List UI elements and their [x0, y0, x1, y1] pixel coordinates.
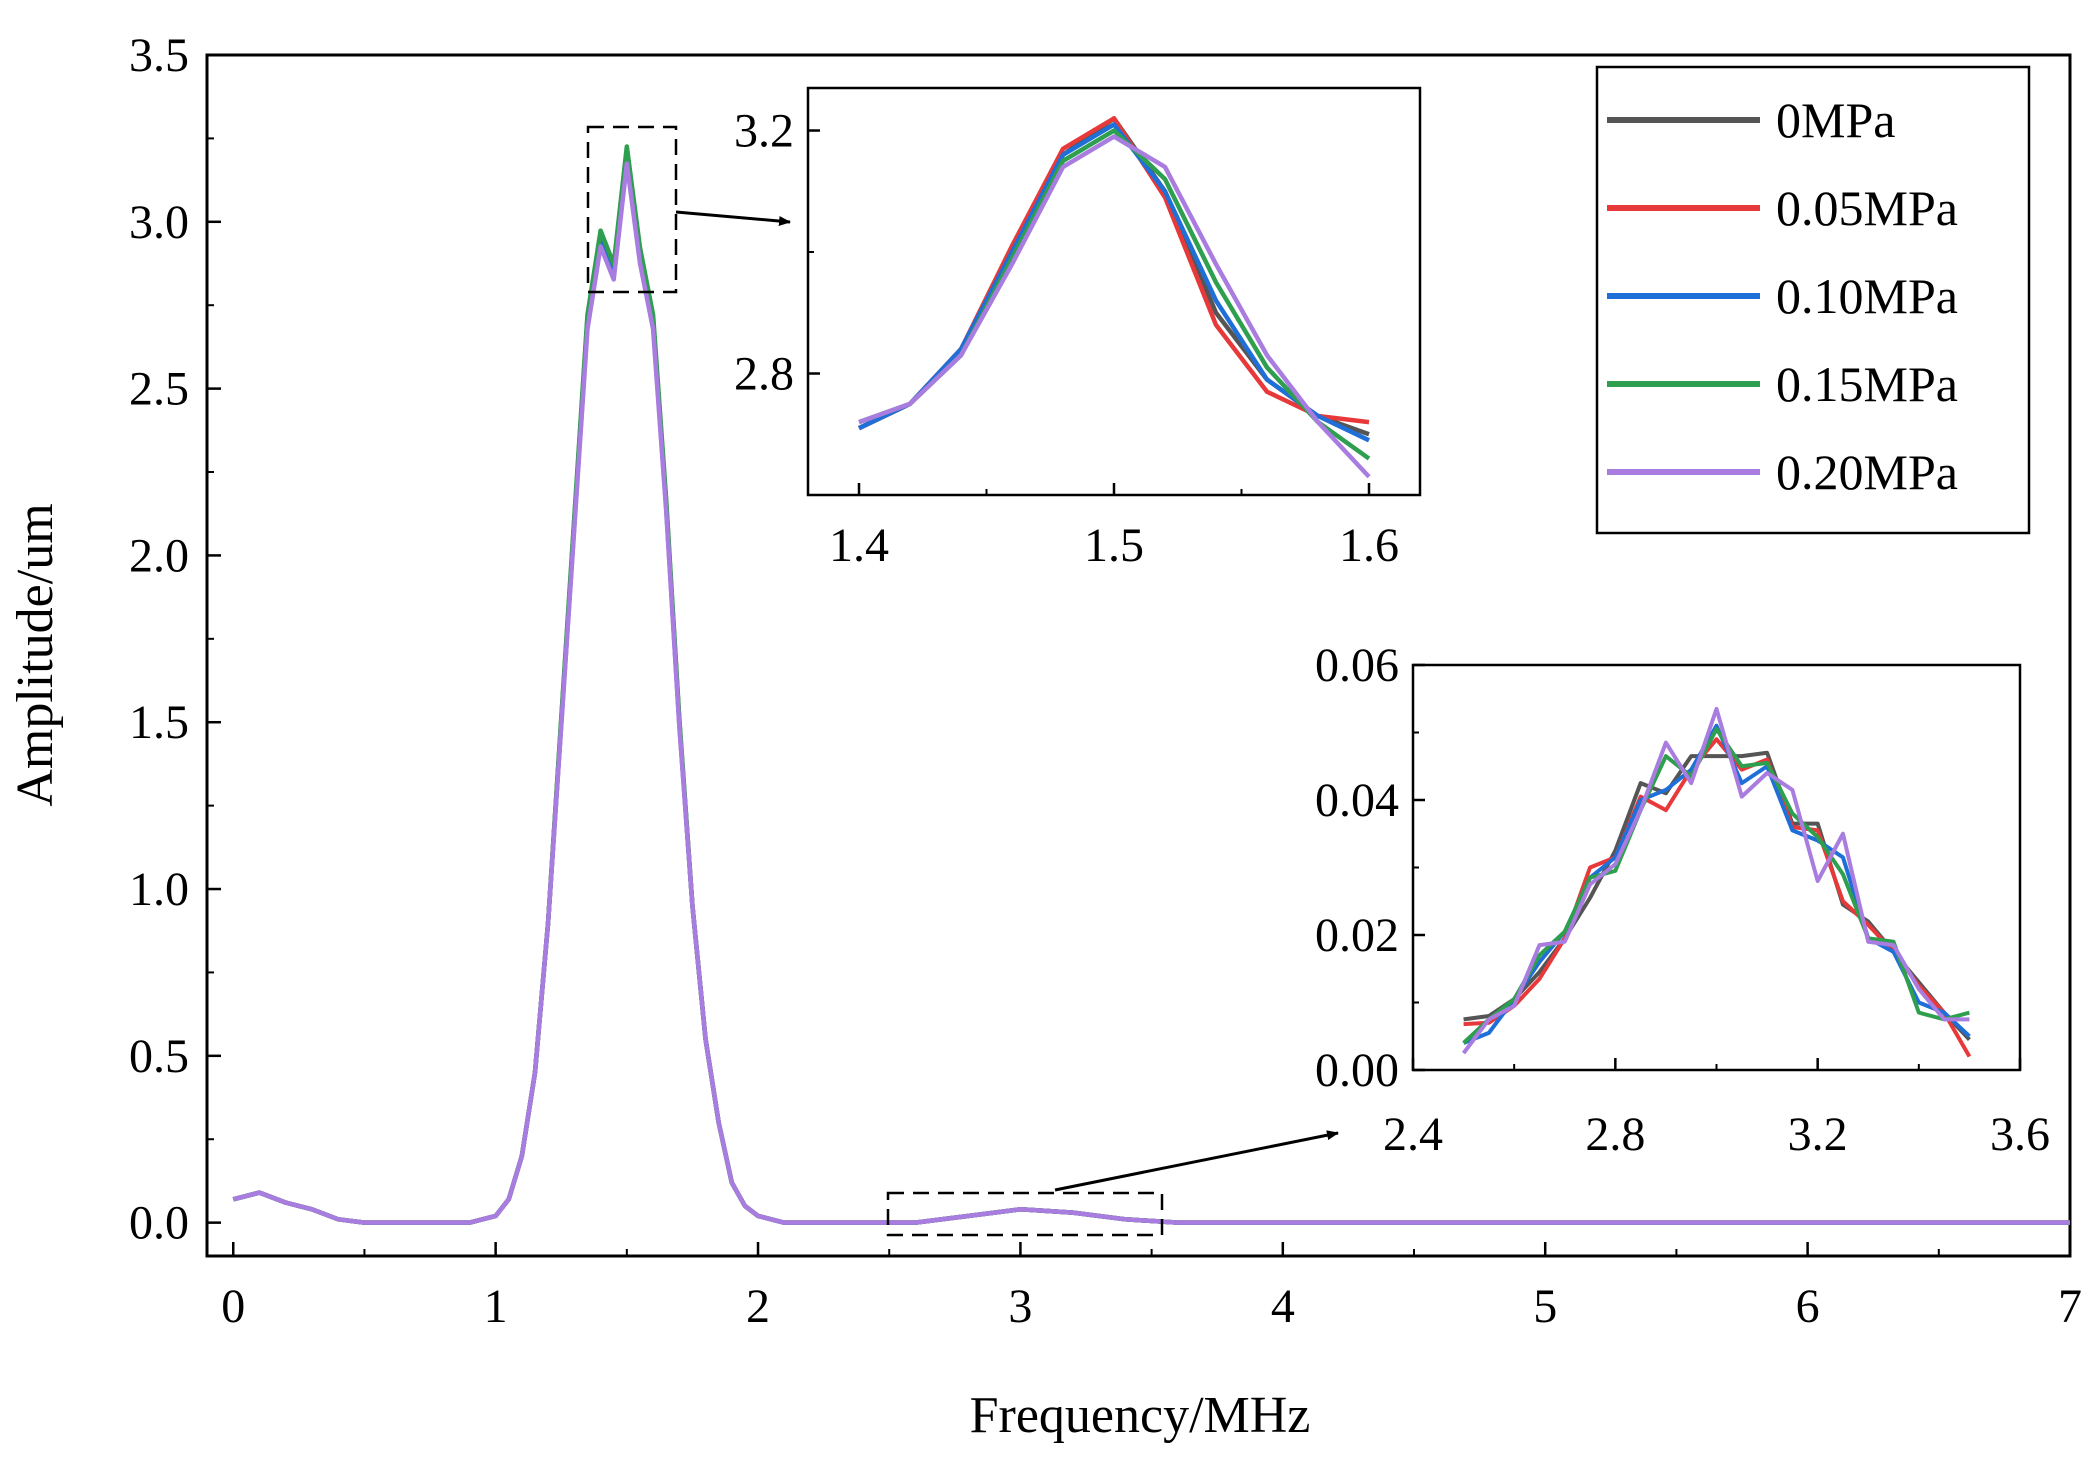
harmonic-inset-x-tick-label: 3.2: [1788, 1108, 1848, 1161]
peak-zoom-arrow: [675, 210, 791, 227]
main-y-tick-label: 0.0: [129, 1197, 189, 1250]
legend-frame: [1595, 65, 2031, 535]
main-y-tick-label: 0.5: [129, 1030, 189, 1083]
main-y-tick-label: 1.0: [129, 863, 189, 916]
peak-inset-plot: 1.4 1.5 1.6 2.8 3.2: [734, 86, 1422, 572]
main-x-tick-label: 7: [2058, 1280, 2082, 1333]
legend-label: 0MPa: [1776, 92, 1895, 148]
main-x-tick-label: 2: [746, 1280, 770, 1333]
zoom-indicators: [586, 125, 1339, 1237]
peak-inset-x-tick-label: 1.6: [1339, 519, 1399, 572]
main-x-tick-label: 3: [1008, 1280, 1032, 1333]
harmonic-inset-series-line: [1462, 727, 1970, 1045]
harmonic-inset-plot: 2.4 2.8 3.2 3.6 0.00 0.02 0.04 0.06: [1315, 639, 2050, 1161]
peak-inset-x-tick-label: 1.5: [1084, 519, 1144, 572]
main-y-tick-label: 1.5: [129, 696, 189, 749]
legend-label: 0.05MPa: [1776, 180, 1958, 236]
y-axis-title: Amplitude/um: [7, 503, 64, 806]
main-x-tick-label: 5: [1533, 1280, 1557, 1333]
peak-inset-background: [808, 88, 1420, 495]
main-series-line: [232, 161, 2070, 1225]
main-x-tick-label: 4: [1271, 1280, 1295, 1333]
legend-label: 0.10MPa: [1776, 268, 1958, 324]
peak-inset-series-line: [858, 134, 1371, 479]
peak-inset-y-tick-label: 2.8: [734, 348, 794, 401]
harmonic-inset-y-tick-label: 0.02: [1315, 909, 1399, 962]
main-frame: [205, 53, 2072, 1258]
main-y-tick-label: 3.5: [129, 29, 189, 82]
harmonic-inset-series-line: [1461, 706, 1970, 1055]
harmonic-inset-x-tick-label: 2.8: [1585, 1108, 1645, 1161]
legend-label: 0.15MPa: [1776, 356, 1958, 412]
main-x-tick-label: 1: [484, 1280, 508, 1333]
x-axis-title: Frequency/MHz: [970, 1387, 1311, 1444]
harmonic-zoom-arrow: [1054, 1130, 1339, 1192]
harmonic-zoom-box: [886, 1191, 1164, 1237]
harmonic-inset-x-tick-label: 3.6: [1990, 1108, 2050, 1161]
harmonic-inset-x-tick-label: 2.4: [1383, 1108, 1443, 1161]
peak-inset-y-tick-label: 3.2: [734, 105, 794, 158]
legend-label: 0.20MPa: [1776, 444, 1958, 500]
harmonic-inset-y-tick-label: 0.00: [1315, 1044, 1399, 1097]
legend: 0MPa 0.05MPa 0.10MPa 0.15MPa 0.20MPa: [1595, 65, 2031, 535]
peak-inset-x-tick-label: 1.4: [829, 519, 889, 572]
harmonic-inset-series-line: [1462, 723, 1971, 1045]
harmonic-inset-y-tick-label: 0.04: [1315, 774, 1399, 827]
harmonic-inset-y-tick-label: 0.06: [1315, 639, 1399, 692]
main-y-tick-label: 2.0: [129, 529, 189, 582]
peak-inset-series-line: [858, 122, 1370, 443]
main-x-tick-label: 6: [1796, 1280, 1820, 1333]
main-x-tick-label: 0: [221, 1280, 245, 1333]
main-plot-area: 0 1 2 3 4 5 6 7 0.0 0.5 1.0 1.5 2.0 2.5 3.0 3.5: [129, 29, 2082, 1333]
main-y-tick-label: 3.0: [129, 196, 189, 249]
main-y-tick-label: 2.5: [129, 363, 189, 416]
